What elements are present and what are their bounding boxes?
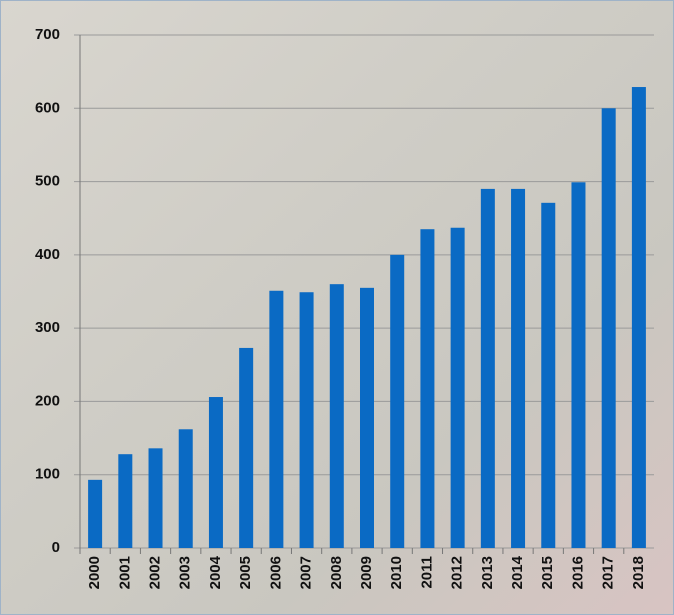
- x-tick-label: 2007: [298, 556, 315, 589]
- bar: [571, 182, 585, 548]
- bar: [88, 480, 102, 548]
- x-tick-label: 2006: [267, 556, 284, 589]
- y-tick-label: 400: [35, 246, 60, 263]
- x-tick-label: 2011: [418, 556, 435, 589]
- y-tick-label: 300: [35, 319, 60, 336]
- y-tick-label: 100: [35, 466, 60, 483]
- bar: [481, 189, 495, 548]
- x-tick-label: 2016: [569, 556, 586, 589]
- bar: [118, 454, 132, 548]
- y-tick-label: 700: [35, 26, 60, 43]
- bar: [149, 448, 163, 548]
- x-tick-label: 2017: [600, 556, 617, 589]
- y-tick-label: 500: [35, 173, 60, 190]
- bar: [602, 108, 616, 548]
- x-tick-label: 2012: [449, 556, 466, 589]
- x-tick-label: 2004: [207, 555, 224, 589]
- bar: [390, 255, 404, 548]
- x-tick-label: 2003: [177, 556, 194, 589]
- bar: [300, 292, 314, 548]
- bar: [360, 288, 374, 548]
- y-tick-label: 600: [35, 99, 60, 116]
- x-tick-label: 2010: [388, 556, 405, 589]
- y-tick-label: 0: [52, 539, 60, 556]
- bar: [239, 348, 253, 548]
- bar: [451, 228, 465, 548]
- x-tick-label: 2018: [630, 556, 647, 589]
- chart: 0 100 200 300 400 500 600 700 2000 2001 2002 2003 20…: [0, 0, 674, 615]
- x-tick-label: 2005: [237, 556, 254, 589]
- bar: [541, 203, 555, 548]
- bar: [330, 284, 344, 548]
- bar: [420, 229, 434, 548]
- bar: [269, 291, 283, 548]
- x-tick-label: 2015: [539, 556, 556, 589]
- x-tick-label: 2013: [479, 556, 496, 589]
- bar: [179, 429, 193, 548]
- bar: [632, 87, 646, 548]
- x-tick-label: 2014: [509, 555, 526, 589]
- x-tick-label: 2000: [86, 556, 103, 589]
- y-tick-label: 200: [35, 392, 60, 409]
- x-tick-label: 2008: [328, 556, 345, 589]
- bar: [511, 189, 525, 548]
- bar: [209, 397, 223, 548]
- x-tick-label: 2002: [146, 556, 163, 589]
- x-tick-label: 2009: [358, 556, 375, 589]
- x-tick-label: 2001: [116, 556, 133, 589]
